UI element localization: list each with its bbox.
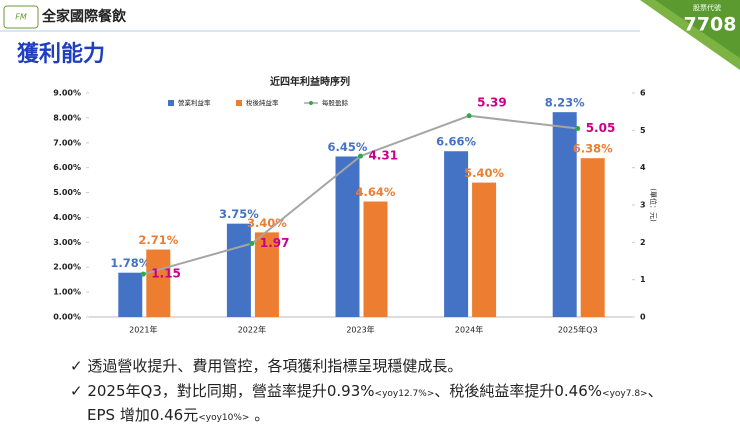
- data-label: 4.31: [369, 149, 399, 163]
- data-label: 1.97: [260, 236, 290, 250]
- bullet-note: <yoy12.7%>: [374, 389, 435, 399]
- y2-tick-label: 0: [640, 313, 646, 322]
- y2-tick-label: 5: [640, 126, 646, 135]
- logo-mark: FM: [15, 13, 27, 22]
- bar: [254, 232, 279, 317]
- x-tick-label: 2021年: [129, 325, 157, 335]
- data-label: 5.40%: [464, 166, 504, 180]
- data-label: 1.78%: [110, 256, 150, 270]
- y-tick-label: 8.00%: [53, 113, 81, 122]
- data-label: 6.45%: [328, 140, 368, 154]
- y2-tick-label: 4: [640, 163, 646, 172]
- bar: [118, 272, 143, 317]
- bar: [472, 182, 497, 317]
- x-tick-label: 2022年: [238, 325, 266, 335]
- y-tick-label: 5.00%: [53, 188, 81, 197]
- chart-title: 近四年利益時序列: [270, 75, 350, 88]
- bullet-text: 。: [249, 406, 270, 424]
- y-tick-label: 7.00%: [53, 138, 81, 147]
- bullet-text: 、: [647, 382, 663, 400]
- y2-tick-label: 6: [640, 89, 646, 98]
- bullet-text: EPS 增加0.46元: [87, 406, 199, 424]
- y-tick-label: 9.00%: [53, 89, 81, 98]
- x-tick-label: 2023年: [346, 325, 374, 335]
- data-label: 5.05: [586, 121, 616, 135]
- badge-label: 股票代號: [693, 3, 721, 12]
- bullet-continued: EPS 增加0.46元<yoy10%> 。: [87, 404, 269, 425]
- data-label: 4.64%: [356, 185, 396, 199]
- y-tick-label: 1.00%: [53, 288, 81, 297]
- data-label: 1.15: [151, 267, 181, 281]
- legend-marker: [309, 101, 313, 105]
- legend-label: 營業利益率: [178, 98, 211, 107]
- y-tick-label: 6.00%: [53, 163, 81, 172]
- legend-swatch: [168, 100, 174, 106]
- bullet: ✓ 透過營收提升、費用管控，各項獲利指標呈現穩健成長。: [70, 357, 463, 375]
- marker: [249, 240, 255, 246]
- logo: [3, 5, 39, 29]
- badge-code: 7708: [684, 14, 737, 36]
- data-label: 8.23%: [545, 96, 585, 110]
- marker: [466, 113, 472, 119]
- bar: [363, 201, 388, 317]
- bar: [580, 158, 605, 317]
- bullet-note: <yoy10%>: [198, 413, 250, 423]
- data-label: 5.39: [477, 95, 507, 109]
- bullet-text: 2025年Q3，對比同期，營益率提升0.93%: [87, 382, 375, 400]
- y-tick-label: 0.00%: [53, 313, 81, 322]
- legend-label: 稅後純益率: [246, 98, 279, 107]
- bar: [146, 249, 171, 317]
- y2-tick-label: 1: [640, 275, 646, 284]
- bullet-note: <yoy7.8>: [602, 389, 648, 399]
- data-label: 3.40%: [247, 216, 287, 230]
- bullet-text: 透過營收提升、費用管控，各項獲利指標呈現穩健成長。: [87, 357, 463, 375]
- marker: [575, 125, 581, 131]
- y-tick-label: 3.00%: [53, 238, 81, 247]
- y-tick-label: 4.00%: [53, 213, 81, 222]
- bar: [226, 223, 251, 317]
- data-label: 6.38%: [573, 142, 613, 156]
- bullet: ✓ 2025年Q3，對比同期，營益率提升0.93%<yoy12.7%>、稅後純益…: [70, 382, 663, 400]
- legend-swatch: [236, 100, 242, 106]
- bar: [335, 156, 360, 317]
- y2-axis-label: (單位：元): [649, 188, 658, 222]
- marker: [140, 271, 146, 277]
- data-label: 2.71%: [138, 233, 178, 247]
- data-label: 6.66%: [436, 135, 476, 149]
- company-name: 全家國際餐飲: [41, 8, 127, 25]
- bar: [444, 151, 469, 317]
- y-tick-label: 2.00%: [53, 263, 81, 272]
- slide-title: 獲利能力: [17, 41, 105, 67]
- bullet-text: 、稅後純益率提升0.46%: [434, 382, 603, 400]
- marker: [358, 153, 363, 159]
- x-tick-label: 2025年Q3: [558, 325, 598, 335]
- data-label: 3.75%: [219, 207, 259, 221]
- legend-label: 每股盈餘: [322, 98, 349, 107]
- x-tick-label: 2024年: [455, 325, 483, 335]
- y2-tick-label: 2: [640, 238, 646, 247]
- badge-inner: [655, 0, 740, 58]
- y2-tick-label: 3: [640, 201, 646, 210]
- bar: [552, 112, 577, 317]
